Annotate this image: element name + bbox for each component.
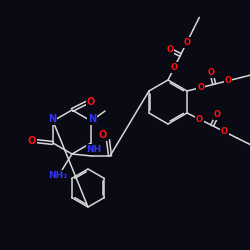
Text: O: O [208,68,215,77]
Text: N: N [88,114,96,124]
Text: O: O [87,97,95,107]
Text: O: O [196,115,203,124]
Text: O: O [171,63,178,72]
Text: O: O [224,76,231,85]
Text: O: O [166,45,173,54]
Text: N: N [48,114,56,124]
Text: O: O [221,127,228,136]
Text: O: O [28,136,36,146]
Text: O: O [197,83,204,92]
Text: NH: NH [86,144,102,154]
Text: O: O [99,130,107,140]
Text: O: O [183,38,190,47]
Text: NH₂: NH₂ [48,170,68,179]
Text: O: O [214,110,221,119]
